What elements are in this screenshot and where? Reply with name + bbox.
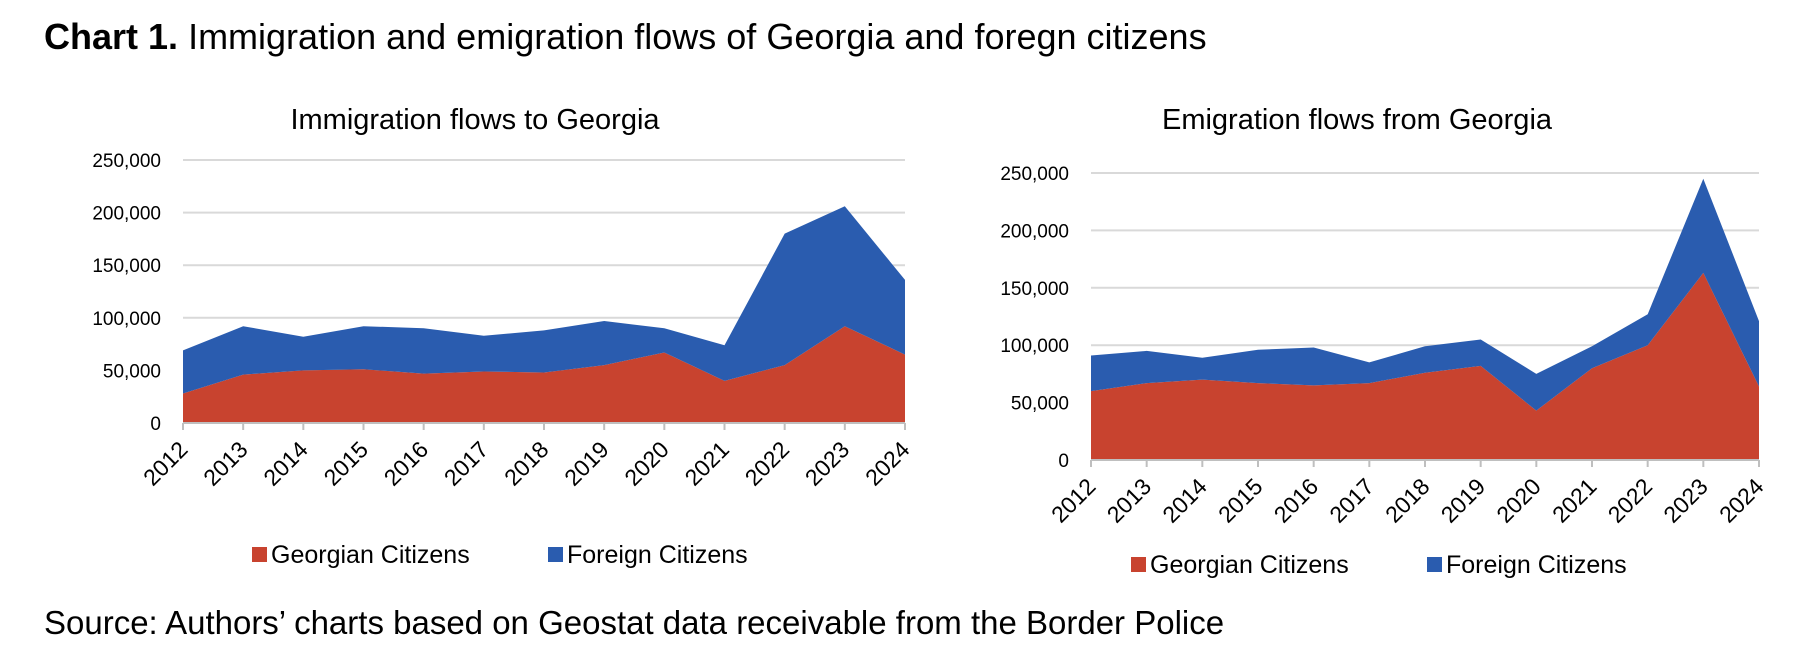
y-tick-label: 250,000 — [1000, 164, 1069, 185]
x-tick-label: 2022 — [740, 436, 795, 491]
x-tick-label: 2013 — [198, 436, 253, 491]
figure-heading-label: Chart 1. — [44, 16, 179, 57]
immigration-chart: Immigration flows to Georgia 0 50,000 100,0… — [92, 104, 914, 569]
x-tick-label: 2016 — [1269, 473, 1324, 528]
legend-swatch — [1427, 557, 1442, 572]
y-tick-label: 150,000 — [92, 256, 161, 277]
area-foreign-citizens — [1091, 178, 1759, 411]
y-tick-label: 50,000 — [103, 361, 161, 382]
y-tick-label: 100,000 — [92, 309, 161, 330]
y-tick-label: 250,000 — [92, 151, 161, 172]
x-tick-label: 2018 — [1380, 473, 1435, 528]
x-tick-label: 2024 — [1714, 473, 1769, 528]
legend-swatch — [252, 547, 267, 562]
legend-swatch — [548, 547, 563, 562]
x-tick-label: 2019 — [1436, 473, 1491, 528]
x-tick-label: 2015 — [318, 436, 373, 491]
y-tick-label: 50,000 — [1011, 394, 1069, 415]
legend-label: Foreign Citizens — [1446, 551, 1627, 579]
legend-label: Georgian Citizens — [1150, 551, 1349, 579]
x-tick-label: 2017 — [439, 436, 494, 491]
y-tick-label: 150,000 — [1000, 279, 1069, 300]
figure-heading-text: Immigration and emigration flows of Geor… — [188, 16, 1207, 57]
x-tick-label: 2012 — [1046, 473, 1101, 528]
legend-swatch — [1131, 557, 1146, 572]
y-tick-label: 200,000 — [92, 204, 161, 225]
x-tick-label: 2020 — [1491, 473, 1546, 528]
x-tick-label: 2023 — [800, 436, 855, 491]
x-tick-label: 2014 — [258, 436, 313, 491]
figure-heading: Chart 1. Immigration and emigration flow… — [44, 16, 1207, 58]
x-tick-label: 2013 — [1102, 473, 1157, 528]
x-tick-label: 2014 — [1157, 473, 1212, 528]
chart-title: Immigration flows to Georgia — [290, 104, 660, 136]
x-tick-label: 2024 — [860, 436, 915, 491]
area-georgian-citizens — [1091, 272, 1759, 460]
y-tick-label: 0 — [150, 414, 161, 435]
y-tick-label: 0 — [1058, 451, 1069, 472]
legend-label: Georgian Citizens — [271, 541, 470, 569]
x-tick-label: 2016 — [379, 436, 434, 491]
x-tick-label: 2023 — [1658, 473, 1713, 528]
x-tick-label: 2022 — [1603, 473, 1658, 528]
x-tick-label: 2018 — [499, 436, 554, 491]
area-georgian-citizens — [183, 326, 905, 423]
x-tick-label: 2012 — [138, 436, 193, 491]
x-tick-label: 2015 — [1213, 473, 1268, 528]
x-tick-label: 2019 — [559, 436, 614, 491]
y-tick-label: 100,000 — [1000, 336, 1069, 357]
source-note: Source: Authors’ charts based on Geostat… — [44, 604, 1225, 641]
emigration-chart: Emigration flows from Georgia 0 50,000 100,… — [1000, 104, 1769, 579]
x-tick-label: 2021 — [1547, 473, 1602, 528]
area-foreign-citizens — [183, 206, 905, 394]
chart-title: Emigration flows from Georgia — [1162, 104, 1553, 136]
x-tick-label: 2020 — [619, 436, 674, 491]
y-tick-label: 200,000 — [1000, 221, 1069, 242]
legend-label: Foreign Citizens — [567, 541, 748, 569]
x-tick-label: 2021 — [679, 436, 734, 491]
x-tick-label: 2017 — [1324, 473, 1379, 528]
